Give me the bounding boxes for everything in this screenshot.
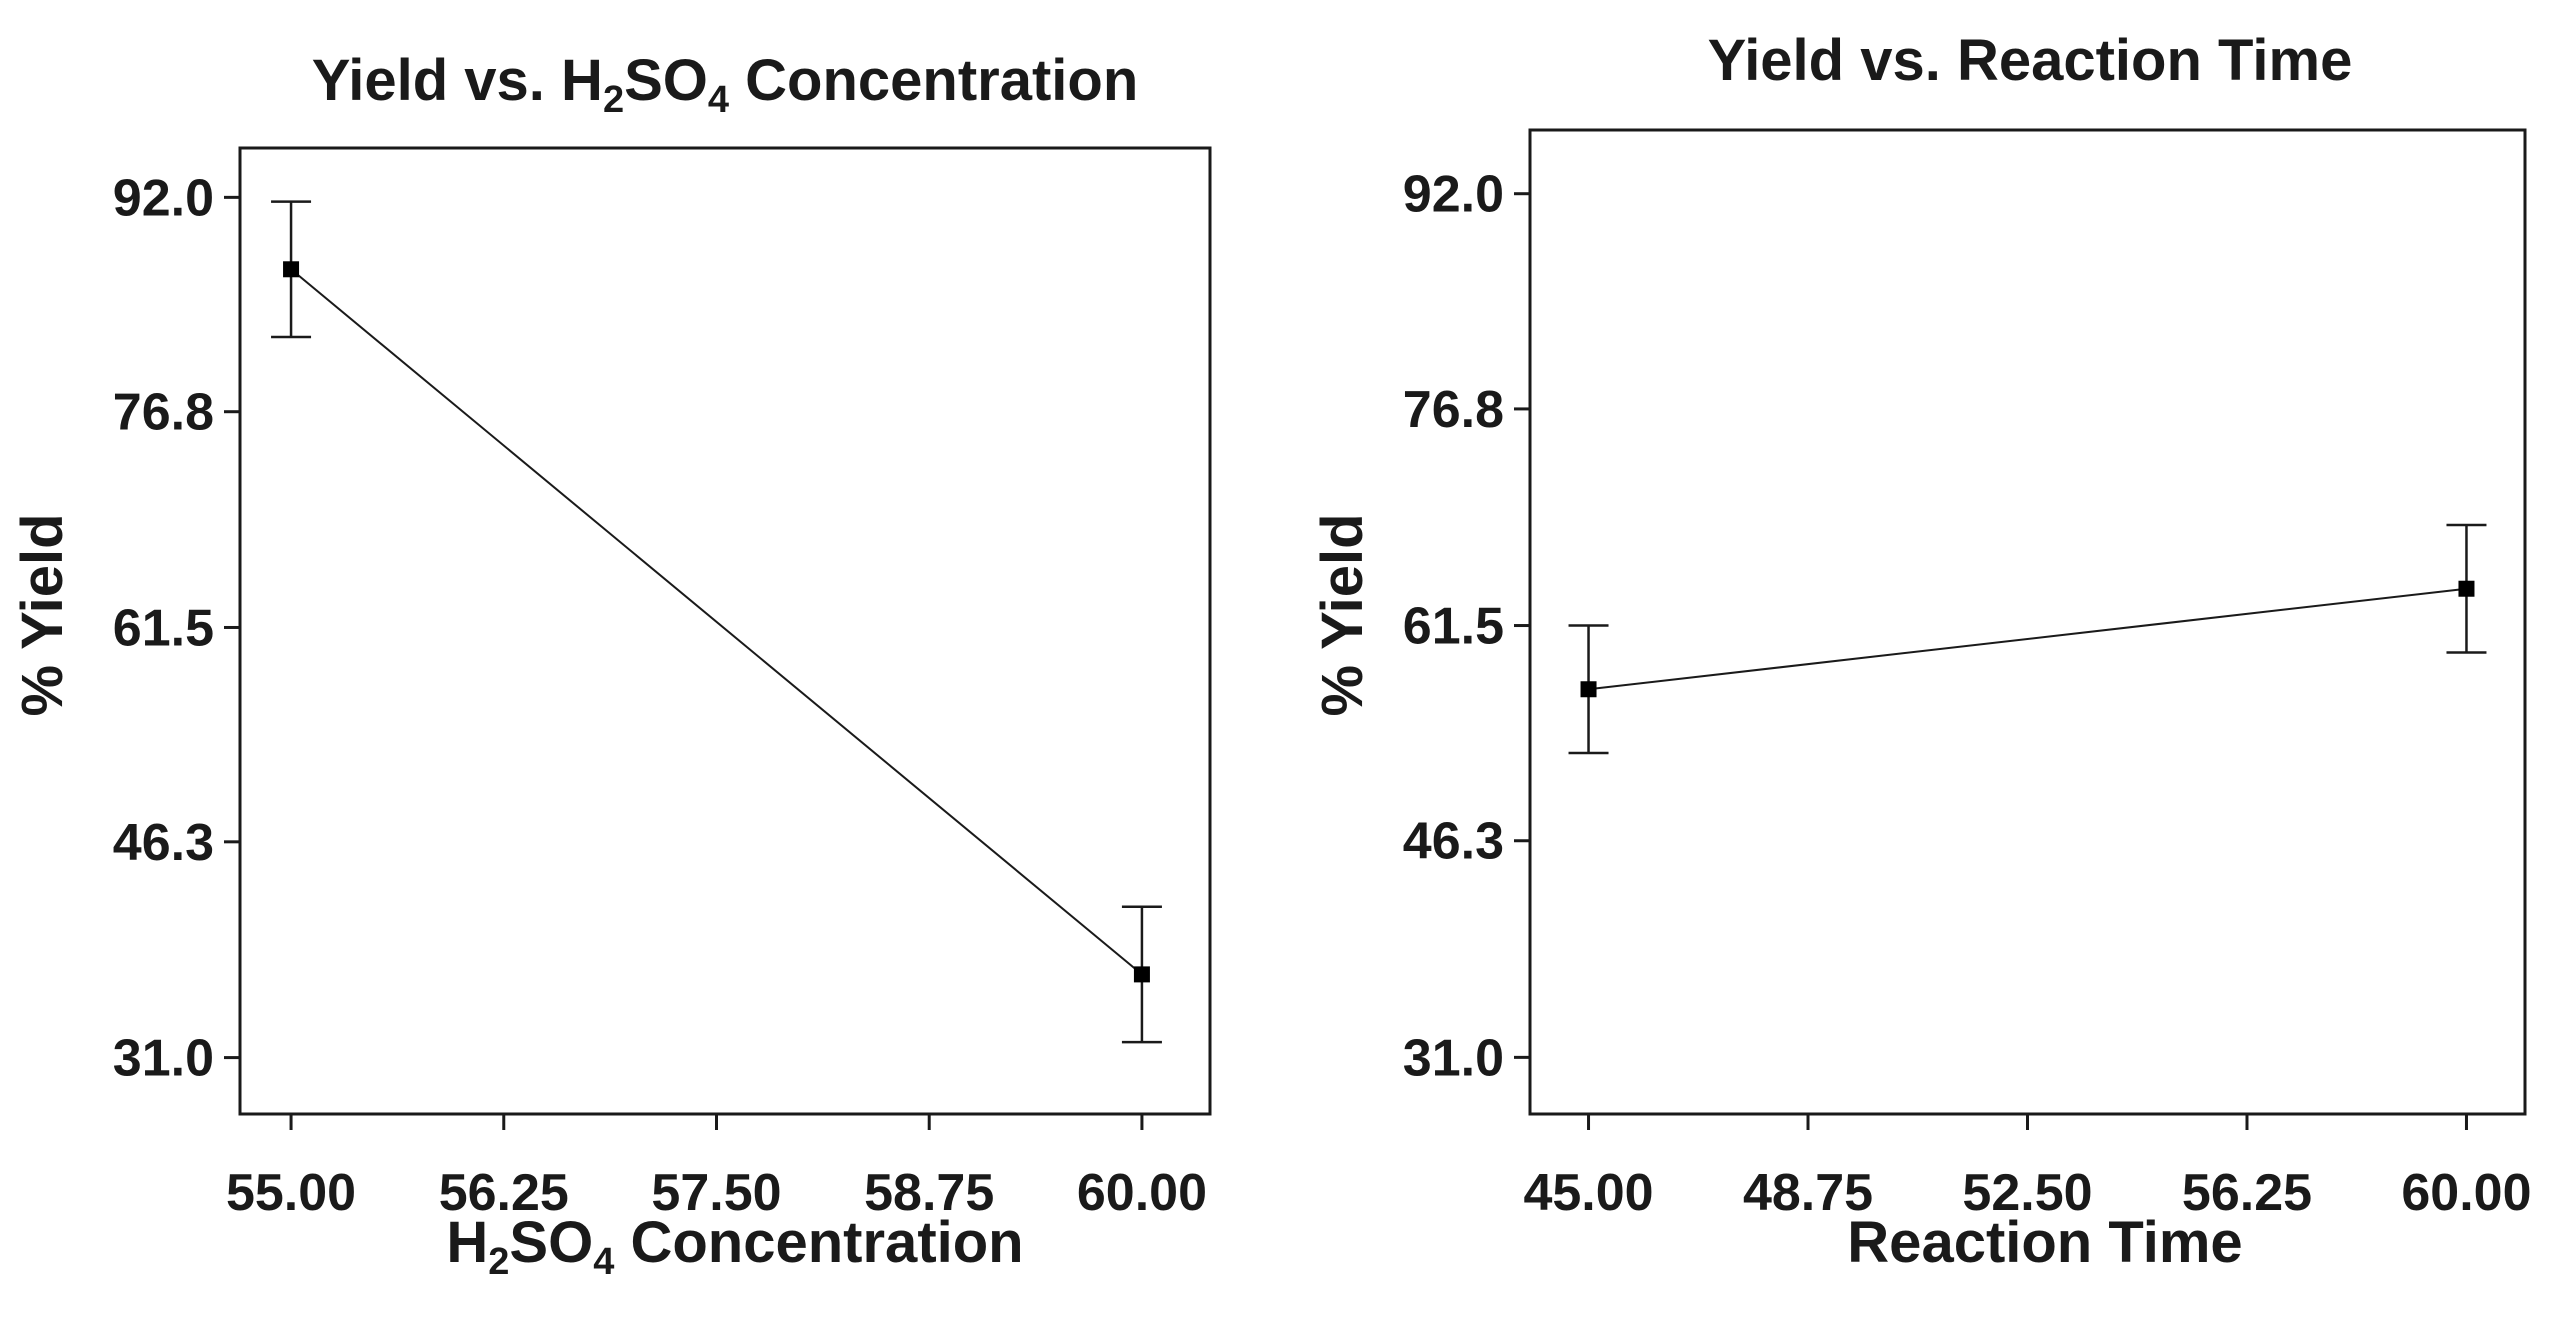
chart-title: Yield vs. H2SO4 Concentration xyxy=(312,48,1139,121)
y-tick-label: 46.3 xyxy=(1403,813,1504,871)
x-tick-label: 60.00 xyxy=(2401,1164,2531,1222)
y-tick-label: 46.3 xyxy=(113,814,214,872)
x-tick-label: 48.75 xyxy=(1743,1164,1873,1222)
series-line xyxy=(1588,587,2467,691)
chart-h2so4: Yield vs. H2SO4 Concentration H2SO4 Conc… xyxy=(10,48,1212,1283)
x-axis-label: H2SO4 Concentration xyxy=(446,1210,1023,1283)
plot-frame xyxy=(238,146,1212,1116)
x-tick-label: 56.25 xyxy=(439,1164,569,1222)
x-tick-label: 58.75 xyxy=(864,1164,994,1222)
y-tick-label: 61.5 xyxy=(1403,598,1504,656)
x-tick-label: 56.25 xyxy=(2182,1164,2312,1222)
plot-frame xyxy=(1528,128,2527,1116)
y-tick-label: 76.8 xyxy=(1403,381,1504,439)
y-tick-label: 31.0 xyxy=(1403,1029,1504,1087)
chart-reaction-time: Yield vs. Reaction Time Reaction Time % … xyxy=(1310,28,2532,1275)
x-tick-label: 45.00 xyxy=(1523,1164,1653,1222)
x-axis-label: Reaction Time xyxy=(1847,1210,2242,1275)
chart-title: Yield vs. Reaction Time xyxy=(1708,28,2353,93)
y-tick-label: 61.5 xyxy=(113,599,214,657)
x-tick-label: 60.00 xyxy=(1077,1164,1207,1222)
data-point xyxy=(1133,966,1150,983)
data-point xyxy=(1580,681,1597,698)
y-axis-label: % Yield xyxy=(10,513,75,716)
y-tick-label: 76.8 xyxy=(113,384,214,442)
data-point xyxy=(283,261,300,278)
x-tick-label: 52.50 xyxy=(1962,1164,2092,1222)
data-point xyxy=(2458,580,2475,597)
series-line xyxy=(290,268,1143,976)
y-tick-label: 92.0 xyxy=(113,169,214,227)
y-axis-label: % Yield xyxy=(1310,513,1375,716)
y-tick-label: 31.0 xyxy=(113,1030,214,1088)
y-tick-label: 92.0 xyxy=(1403,166,1504,224)
x-tick-label: 55.00 xyxy=(226,1164,356,1222)
x-tick-label: 57.50 xyxy=(651,1164,781,1222)
